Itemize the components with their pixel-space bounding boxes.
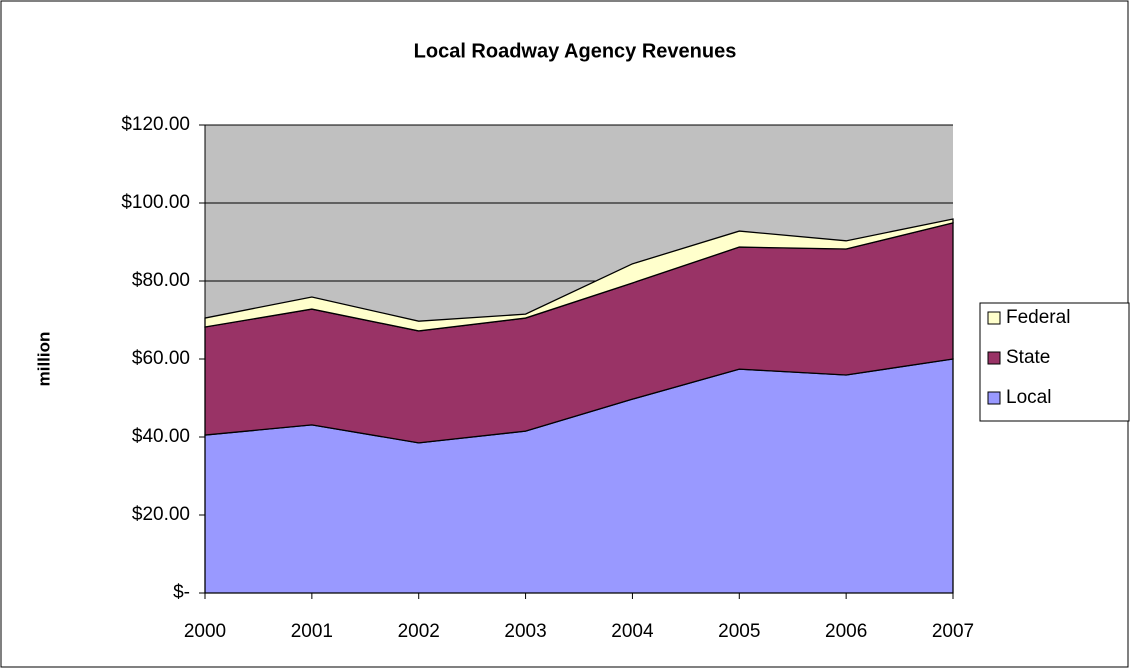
x-tick-label: 2003 xyxy=(504,621,546,642)
y-tick-label: $60.00 xyxy=(132,348,190,369)
x-tick-label: 2002 xyxy=(398,621,440,642)
legend-swatch xyxy=(987,351,1001,365)
y-tick-label: $- xyxy=(173,582,190,603)
y-axis-label: million xyxy=(34,332,53,387)
y-tick-label: $120.00 xyxy=(121,114,190,135)
legend-label: Local xyxy=(1006,387,1051,408)
x-tick-label: 2007 xyxy=(932,621,974,642)
legend xyxy=(979,302,1130,422)
chart-title: Local Roadway Agency Revenues xyxy=(414,40,737,62)
x-tick-label: 2000 xyxy=(184,621,226,642)
x-tick-label: 2005 xyxy=(718,621,760,642)
y-tick-label: $20.00 xyxy=(132,504,190,525)
x-tick-label: 2006 xyxy=(825,621,867,642)
area xyxy=(204,218,954,332)
y-tick-label: $80.00 xyxy=(132,270,190,291)
y-tick-label: $100.00 xyxy=(121,192,190,213)
legend-swatch xyxy=(987,311,1001,325)
x-tick-label: 2001 xyxy=(291,621,333,642)
legend-swatch xyxy=(987,391,1001,405)
legend-label: Federal xyxy=(1006,307,1070,328)
legend-label: State xyxy=(1006,347,1050,368)
y-tick-label: $40.00 xyxy=(132,426,190,447)
x-tick-label: 2004 xyxy=(611,621,654,642)
